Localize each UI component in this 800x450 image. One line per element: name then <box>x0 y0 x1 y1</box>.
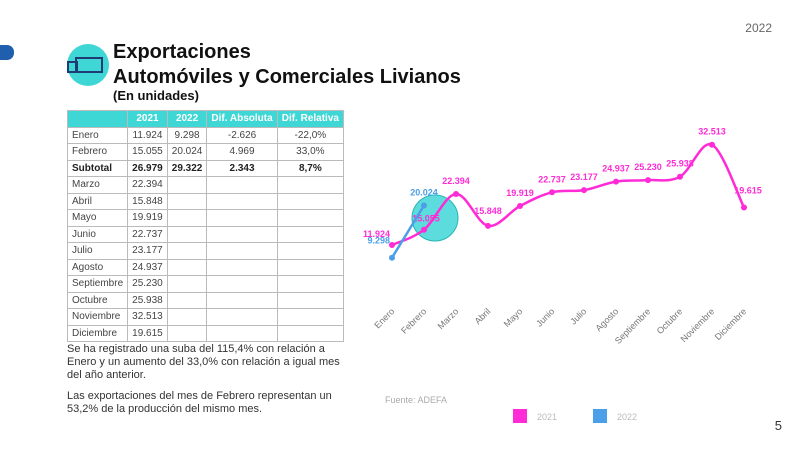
icon-circle <box>67 44 109 86</box>
data-label: 20.024 <box>410 188 438 198</box>
table-cell <box>276 324 345 342</box>
table-row: Subtotal 26.979 29.322 2.343 8,7% <box>66 159 345 177</box>
data-table: 2021 2022 Dif. Absoluta Dif. Relativa Enero 1… <box>66 110 345 342</box>
table-row: Octubre 25.938 <box>66 291 345 309</box>
table-cell <box>206 324 278 342</box>
subtitle: (En unidades) <box>113 88 199 103</box>
x-tick-label: Noviembre <box>679 306 717 344</box>
data-label: 22.394 <box>442 176 470 186</box>
data-label: 15.055 <box>412 214 440 224</box>
header-row: 2021 2022 Dif. Absoluta Dif. Relativa <box>66 110 345 128</box>
header-cell: Dif. Relativa <box>276 110 345 128</box>
page-number: 5 <box>774 418 782 433</box>
data-label: 11.924 <box>363 229 390 239</box>
note: Se ha registrado una suba del 115,4% con… <box>67 343 340 381</box>
x-tick-label: Enero <box>372 306 396 330</box>
x-tick-label: Mayo <box>502 306 525 329</box>
point <box>453 190 459 197</box>
data-label: 22.737 <box>538 174 566 184</box>
x-tick-label: Abril <box>473 306 493 326</box>
x-tick-label: Febrero <box>399 306 428 335</box>
header-cell: 2021 <box>127 110 168 128</box>
data-label: 25.230 <box>634 162 662 172</box>
data-label: 19.615 <box>734 186 762 196</box>
data-label: 23.177 <box>570 172 598 182</box>
x-tick-label: Julio <box>568 306 588 326</box>
table-cell: Diciembre <box>66 324 129 342</box>
point <box>485 222 491 229</box>
x-tick-label: Junio <box>534 306 556 328</box>
year: 2022 <box>745 21 772 35</box>
legend-swatch <box>513 409 527 423</box>
title: Exportaciones Automóviles y Comerciales L… <box>113 40 461 90</box>
legend-swatch <box>593 409 607 423</box>
table-row: Julio 23.177 <box>66 242 345 260</box>
header-cell: Dif. Absoluta <box>206 110 278 128</box>
data-label: 24.937 <box>602 164 630 174</box>
header-cell <box>66 110 129 128</box>
point <box>677 173 683 180</box>
x-tick-label: Octubre <box>655 306 685 336</box>
title-line: Exportaciones <box>113 41 251 63</box>
point <box>517 203 523 210</box>
table-cell: Octubre <box>66 291 129 309</box>
x-tick-label: Marzo <box>436 306 461 331</box>
x-tick-label: Agosto <box>594 306 621 333</box>
table-row: Diciembre 19.615 <box>66 324 345 342</box>
data-label: 32.513 <box>698 127 726 137</box>
point <box>389 241 395 248</box>
table-row: Agosto 24.937 <box>66 258 345 276</box>
point <box>421 202 427 209</box>
legend-label: 2022 <box>617 412 637 422</box>
point <box>389 254 395 261</box>
point <box>581 187 587 194</box>
legend-label: 2021 <box>537 412 557 422</box>
table-row: Abril 15.848 <box>66 192 345 210</box>
truck-cab <box>67 61 78 73</box>
point <box>709 141 715 148</box>
source: Fuente: ADEFA <box>385 395 447 405</box>
series-line <box>390 204 426 259</box>
data-label: 9.298 <box>367 236 390 246</box>
table-cell: 19.615 <box>127 324 168 342</box>
x-tick-label: Diciembre <box>713 306 749 342</box>
point <box>549 189 555 196</box>
point <box>741 204 747 211</box>
data-label: 15.848 <box>474 206 502 216</box>
data-label: 19.919 <box>506 188 534 198</box>
point <box>613 178 619 185</box>
point <box>645 177 651 184</box>
point <box>421 226 427 233</box>
title-line: Automóviles y Comerciales Livianos <box>113 66 461 88</box>
note: Las exportaciones del mes de Febrero rep… <box>67 390 332 415</box>
tab <box>0 45 14 60</box>
data-label: 25.938 <box>666 159 694 169</box>
